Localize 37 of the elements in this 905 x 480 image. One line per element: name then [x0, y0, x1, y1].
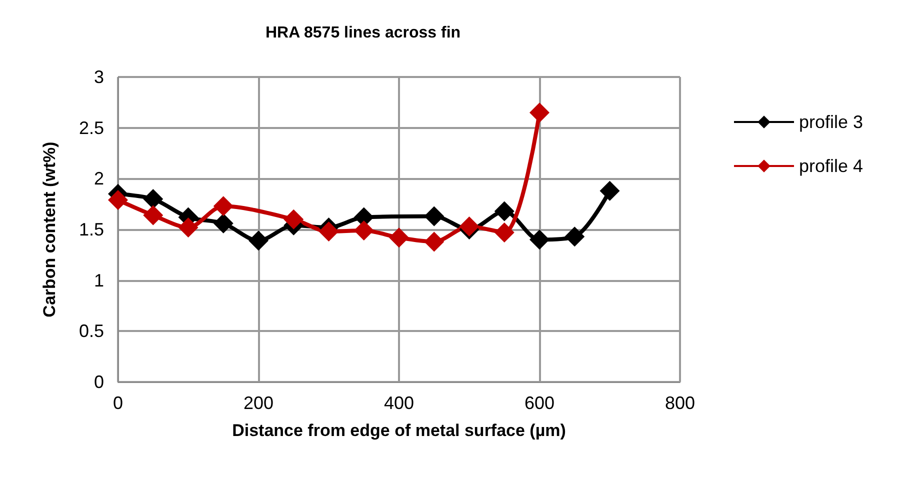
legend-label: profile 4 — [799, 156, 864, 176]
x-tick-label: 800 — [664, 393, 696, 413]
point — [213, 213, 234, 234]
x-tick-label: 400 — [384, 393, 414, 413]
point — [178, 217, 198, 238]
y-tick-label: 1.5 — [78, 220, 104, 240]
x-tick-label: 200 — [243, 393, 274, 413]
point — [564, 226, 585, 247]
point — [600, 180, 620, 201]
point — [108, 190, 128, 210]
y-tick-label: 0.5 — [78, 321, 104, 342]
point — [424, 206, 444, 226]
point — [494, 201, 514, 222]
point — [424, 232, 444, 252]
point — [143, 189, 164, 209]
point — [494, 222, 514, 243]
y-tick-label: 3 — [94, 67, 104, 87]
point — [530, 102, 550, 123]
y-tick-label: 1 — [94, 270, 104, 290]
y-tick-label: 0 — [94, 372, 104, 392]
chart-title: HRA 8575 lines across fin — [265, 24, 461, 42]
point — [318, 222, 339, 242]
point — [459, 216, 480, 236]
point — [143, 205, 164, 226]
x-axis-title: Distance from edge of metal surface (µm) — [232, 421, 566, 440]
point — [354, 220, 374, 241]
y-axis-title: Carbon content (wt%) — [40, 142, 59, 318]
point — [389, 228, 409, 248]
x-tick-label: 0 — [112, 393, 124, 413]
x-tick-label: 600 — [524, 393, 555, 413]
point — [284, 209, 304, 230]
point — [530, 230, 550, 250]
point — [248, 230, 268, 251]
legend-label: profile 3 — [799, 112, 864, 132]
point — [213, 196, 234, 216]
y-tick-label: 2.5 — [78, 118, 104, 138]
y-tick-label: 2 — [94, 168, 104, 189]
